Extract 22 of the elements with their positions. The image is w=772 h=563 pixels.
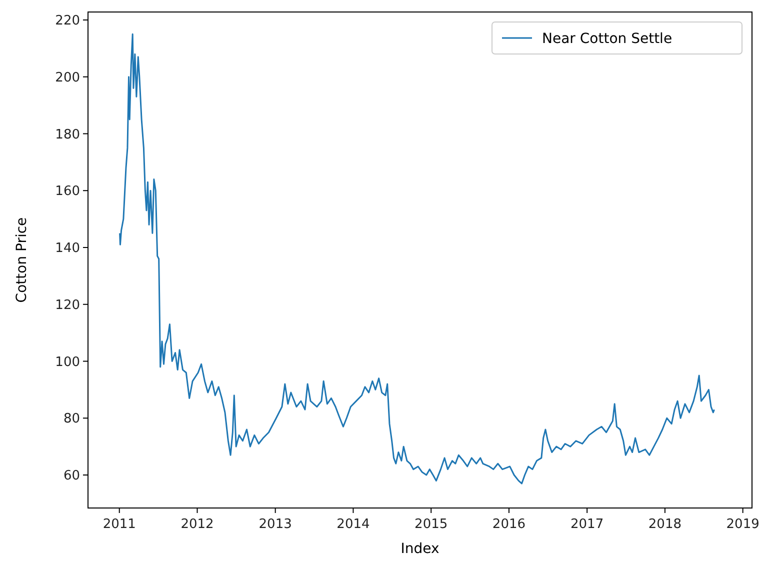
- x-tick-label: 2016: [492, 517, 526, 532]
- y-tick-label: 120: [55, 298, 80, 313]
- y-tick-label: 160: [55, 184, 80, 200]
- y-axis-title: Cotton Price: [14, 217, 30, 303]
- x-tick-label: 2011: [102, 517, 136, 532]
- x-tick-label: 2018: [648, 517, 682, 532]
- x-tick-label: 2019: [726, 517, 760, 532]
- x-tick-label: 2017: [570, 517, 604, 532]
- y-tick-label: 140: [55, 241, 80, 256]
- y-tick-label: 100: [55, 354, 80, 370]
- legend-label: Near Cotton Settle: [542, 30, 672, 47]
- y-tick-label: 80: [63, 412, 80, 427]
- x-tick-label: 2012: [180, 517, 214, 532]
- x-tick-label: 2013: [258, 517, 292, 532]
- x-axis-title: Index: [400, 541, 440, 557]
- y-tick-label: 60: [63, 468, 80, 484]
- x-tick-label: 2015: [414, 517, 448, 532]
- y-tick-label: 180: [55, 127, 80, 142]
- x-tick-label: 2014: [336, 517, 370, 532]
- line-series: [119, 33, 715, 484]
- y-tick-label: 220: [55, 14, 80, 29]
- y-tick-label: 200: [55, 70, 80, 86]
